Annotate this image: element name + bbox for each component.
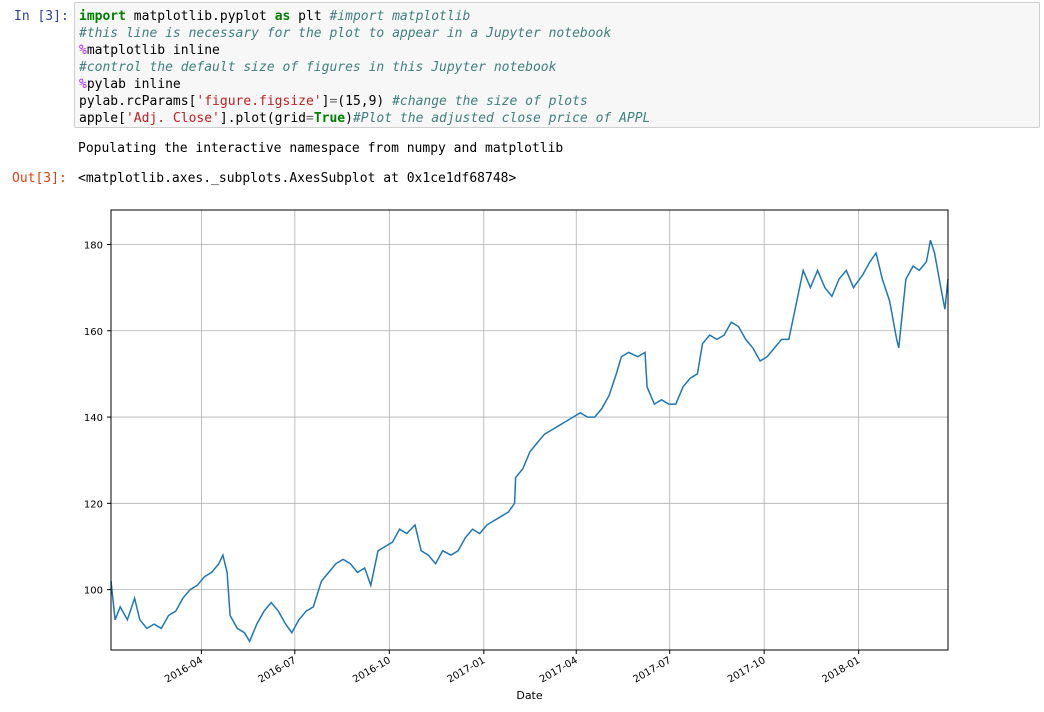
chart-y-tick-label: 140 xyxy=(84,413,103,424)
code-text: (15,9) xyxy=(337,94,393,109)
code-text: ) xyxy=(345,111,353,126)
code-operator: = xyxy=(305,111,314,126)
code-text: apple[ xyxy=(79,111,126,126)
code-text: matplotlib inline xyxy=(86,43,220,58)
output-prompt: Out[3]: xyxy=(12,171,67,186)
chart-x-tick-label: 2016-10 xyxy=(351,655,393,685)
chart-ticks: 100 120 140 160 180 2016-04 2016-07 2016-10 2017… xyxy=(84,241,862,686)
chart-grid xyxy=(111,210,948,650)
chart-x-tick-label: 2018-01 xyxy=(820,655,862,685)
code-string: 'Adj. Close' xyxy=(125,111,220,126)
code-editor[interactable]: import matplotlib.pyplot as plt #import … xyxy=(79,8,650,127)
chart-y-tick-label: 120 xyxy=(84,499,103,510)
code-keyword: as xyxy=(274,9,291,24)
input-prompt: In [3]: xyxy=(14,9,69,24)
code-comment: #this line is necessary for the plot to … xyxy=(79,26,612,41)
code-comment: #change the size of plots xyxy=(392,94,588,109)
output-repr: <matplotlib.axes._subplots.AxesSubplot a… xyxy=(78,171,517,186)
chart-x-tick-label: 2017-07 xyxy=(631,655,673,685)
code-text: pylab.rcParams[ xyxy=(79,94,197,109)
chart-x-tick-label: 2016-04 xyxy=(163,655,205,685)
code-operator: = xyxy=(329,94,338,109)
code-text: plt xyxy=(290,9,330,24)
code-magic: % xyxy=(79,43,87,58)
code-text: ] xyxy=(321,94,330,109)
code-keyword: import xyxy=(79,9,126,24)
code-text: ].plot(grid xyxy=(219,111,306,126)
code-comment: #import matplotlib xyxy=(329,9,471,24)
code-string: 'figure.figsize' xyxy=(196,94,322,109)
chart-axes-frame xyxy=(110,209,949,651)
chart-x-axis-label: Date xyxy=(516,689,543,702)
code-text: pylab inline xyxy=(86,77,181,92)
chart-x-tick-label: 2017-10 xyxy=(726,655,768,685)
chart-series-line xyxy=(110,239,949,644)
stream-output: Populating the interactive namespace fro… xyxy=(78,141,564,156)
code-comment: #control the default size of figures in … xyxy=(79,60,557,75)
chart-x-tick-label: 2017-01 xyxy=(446,655,488,685)
chart-x-tick-label: 2016-07 xyxy=(257,655,299,685)
code-comment: #Plot the adjusted close price of APPL xyxy=(352,111,651,126)
code-keyword: True xyxy=(313,111,346,126)
code-magic: % xyxy=(79,77,87,92)
chart-y-tick-label: 160 xyxy=(84,327,103,338)
chart-x-tick-label: 2017-04 xyxy=(538,655,580,685)
chart-y-tick-label: 180 xyxy=(84,241,103,252)
code-cell-input[interactable]: import matplotlib.pyplot as plt #import … xyxy=(74,2,1040,128)
code-text: matplotlib.pyplot xyxy=(125,9,275,24)
chart-y-tick-label: 100 xyxy=(84,586,103,597)
